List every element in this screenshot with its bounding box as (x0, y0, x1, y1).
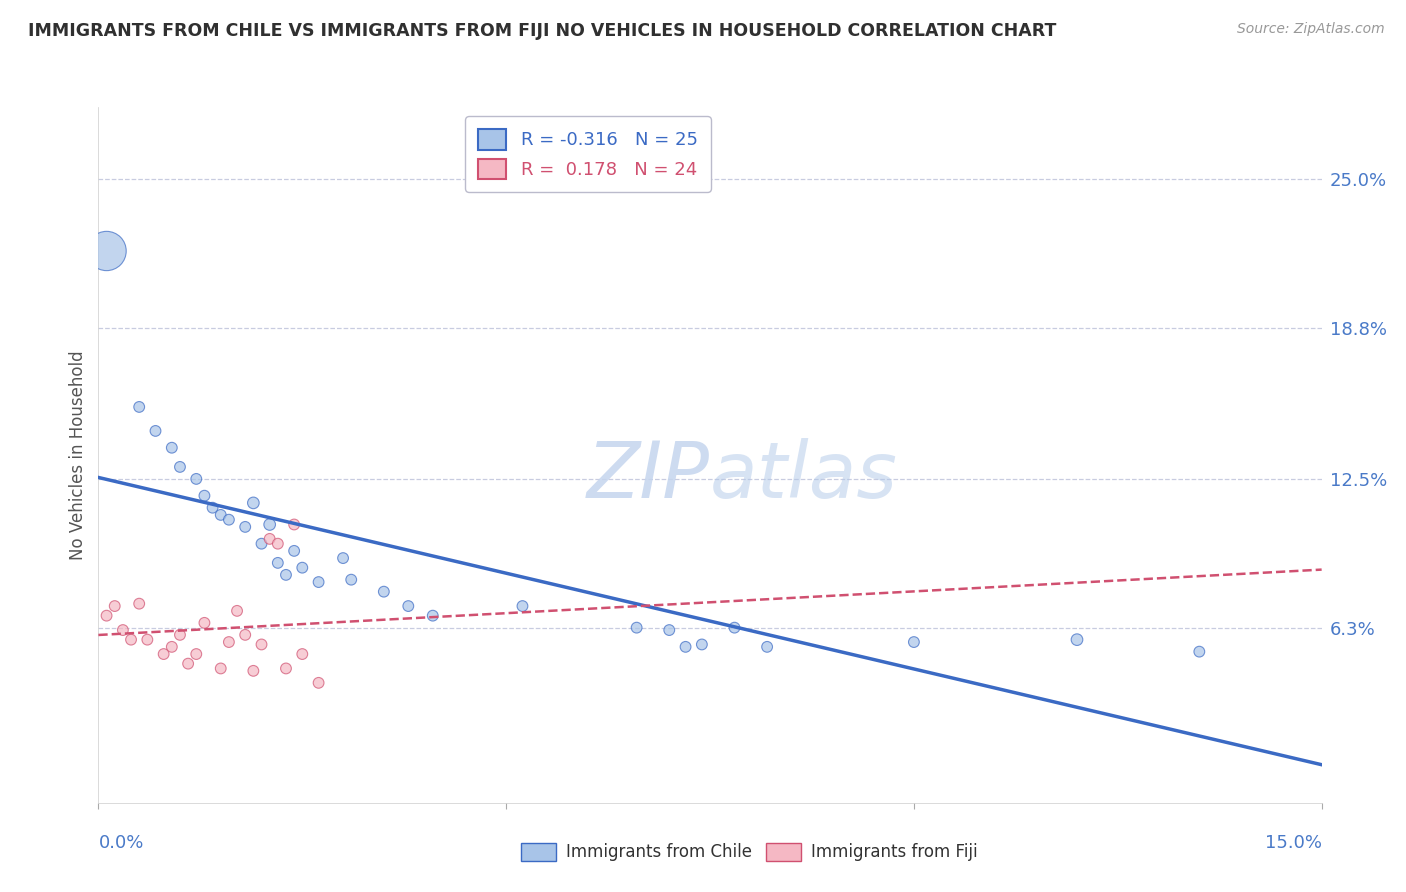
Point (396, 599, 419, 613)
Point (242, 496, 264, 510)
Point (186, 472, 208, 486)
Point (96, 608, 118, 623)
Point (903, 635, 925, 649)
Point (690, 637, 713, 651)
Point (756, 640, 779, 654)
Point (104, 599, 127, 613)
Point (1066, 632, 1088, 647)
Point (340, 573, 363, 587)
Point (332, 551, 354, 566)
Point (218, 513, 240, 527)
Point (128, 400, 150, 414)
Point (274, 567, 297, 582)
Point (120, 632, 142, 647)
Point (259, 532, 281, 546)
Point (209, 508, 232, 522)
Text: Immigrants from Fiji: Immigrants from Fiji (811, 843, 977, 861)
Point (373, 584, 395, 599)
Point (658, 623, 681, 637)
Point (201, 500, 224, 515)
Point (291, 647, 314, 661)
Point (1188, 645, 1211, 659)
Text: 0.0%: 0.0% (98, 834, 143, 852)
Point (291, 560, 314, 574)
Text: Immigrants from Chile: Immigrants from Chile (567, 843, 752, 861)
Point (186, 647, 208, 661)
Point (152, 647, 174, 661)
Point (111, 623, 134, 637)
Point (193, 489, 215, 503)
Text: 15.0%: 15.0% (1264, 834, 1322, 852)
Text: ZIP: ZIP (588, 438, 710, 514)
Point (283, 544, 305, 558)
Point (136, 632, 159, 647)
Point (274, 661, 297, 675)
Point (422, 608, 444, 623)
Point (308, 575, 330, 590)
Point (169, 459, 191, 474)
Point (250, 637, 273, 651)
Point (145, 424, 167, 438)
Point (250, 537, 273, 551)
Point (169, 628, 191, 642)
Point (267, 556, 290, 570)
Point (177, 657, 200, 671)
Point (209, 661, 232, 675)
Point (96, 244, 118, 258)
Text: IMMIGRANTS FROM CHILE VS IMMIGRANTS FROM FIJI NO VEHICLES IN HOUSEHOLD CORRELATI: IMMIGRANTS FROM CHILE VS IMMIGRANTS FROM… (28, 22, 1056, 40)
Y-axis label: No Vehicles in Household: No Vehicles in Household (69, 350, 87, 560)
Point (160, 640, 183, 654)
Point (226, 604, 249, 618)
Point (267, 537, 290, 551)
Legend: R = -0.316   N = 25, R =  0.178   N = 24: R = -0.316 N = 25, R = 0.178 N = 24 (465, 116, 710, 192)
Point (675, 640, 697, 654)
Point (283, 517, 305, 532)
Point (160, 441, 183, 455)
Point (233, 628, 256, 642)
Text: Source: ZipAtlas.com: Source: ZipAtlas.com (1237, 22, 1385, 37)
Point (233, 520, 256, 534)
Point (626, 621, 648, 635)
Point (128, 597, 150, 611)
Point (723, 621, 745, 635)
Point (512, 599, 534, 613)
Point (218, 635, 240, 649)
Point (308, 676, 330, 690)
Text: atlas: atlas (710, 438, 898, 514)
Point (242, 664, 264, 678)
Point (193, 615, 215, 630)
Point (259, 517, 281, 532)
